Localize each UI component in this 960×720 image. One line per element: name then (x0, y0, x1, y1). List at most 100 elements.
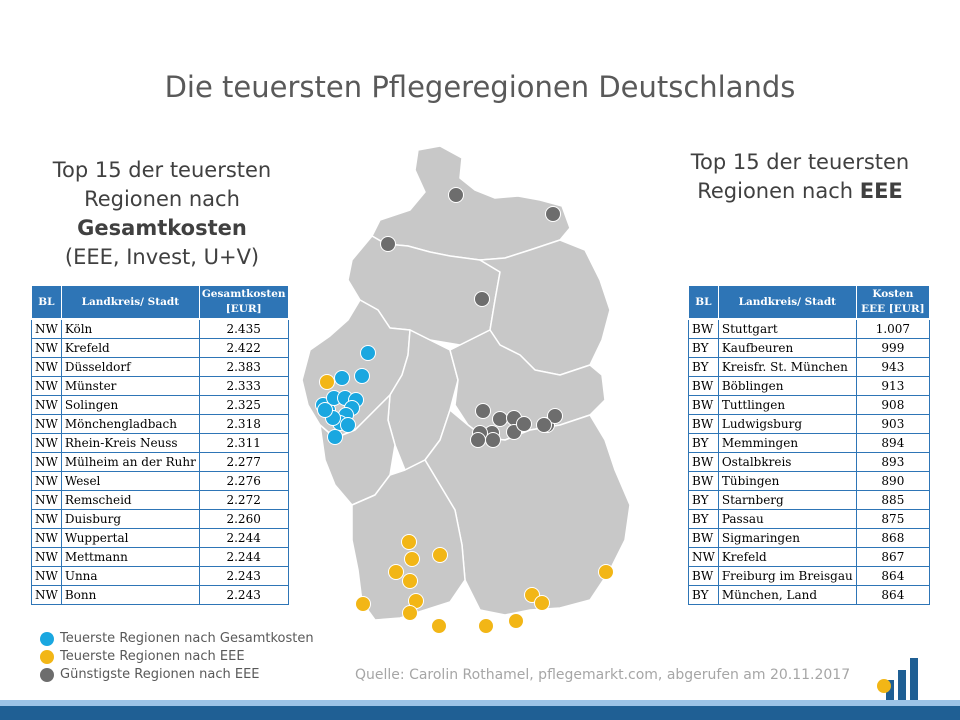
cell-region: Böblingen (717, 376, 857, 396)
table-row: BY Memmingen 894 (688, 433, 931, 453)
table-row: NW Bonn 2.243 (31, 585, 289, 605)
cell-cost: 2.383 (198, 357, 289, 377)
cell-bl: BW (688, 566, 719, 586)
left-table: BL Landkreis/ Stadt Gesamtkosten [EUR] N… (31, 285, 289, 605)
table-row: NW Solingen 2.325 (31, 395, 289, 415)
left-heading-line4: (EEE, Invest, U+V) (64, 245, 260, 269)
germany-map (301, 145, 631, 634)
cell-region: Mönchengladbach (60, 414, 200, 434)
cell-region: Stuttgart (717, 318, 857, 339)
map-markers (315, 187, 614, 634)
cell-region: Memmingen (717, 433, 857, 453)
marker-eee-top (319, 374, 335, 390)
cell-region: Mülheim an der Ruhr (60, 452, 200, 472)
table-row: NW Duisburg 2.260 (31, 509, 289, 529)
left-heading: Top 15 der teuersten Regionen nach Gesam… (22, 156, 302, 272)
legend-item-eee: Teuerste Regionen nach EEE (40, 648, 314, 665)
table-row: NW Remscheid 2.272 (31, 490, 289, 510)
marker-eee-cheap (516, 416, 532, 432)
marker-total-cost (317, 402, 333, 418)
state-north (371, 145, 571, 261)
legend-label-eee: Teuerste Regionen nach EEE (60, 649, 245, 664)
table-row: BW Sigmaringen 868 (688, 528, 931, 548)
marker-eee-top (598, 564, 614, 580)
left-table-body: NW Köln 2.435 NW Krefeld 2.422 NW Düsseldorf 2.3… (31, 318, 289, 605)
cell-region: Unna (60, 566, 200, 586)
cell-bl: BW (688, 395, 719, 415)
cell-region: Wesel (60, 471, 200, 491)
legend: Teuerste Regionen nach Gesamtkosten Teue… (40, 630, 314, 684)
marker-total-cost (327, 429, 343, 445)
cell-region: Solingen (60, 395, 200, 415)
cell-cost: 2.325 (198, 395, 289, 415)
cell-cost: 2.435 (198, 318, 289, 339)
table-row: BY Kreisfr. St. München 943 (688, 357, 931, 377)
cell-region: Tübingen (717, 471, 857, 491)
cell-region: Kreisfr. St. München (717, 357, 857, 377)
cell-region: Remscheid (60, 490, 200, 510)
cell-region: Düsseldorf (60, 357, 200, 377)
marker-eee-top (355, 596, 371, 612)
cell-cost: 1.007 (855, 318, 931, 339)
cell-region: Ludwigsburg (717, 414, 857, 434)
table-row: NW Mülheim an der Ruhr 2.277 (31, 452, 289, 472)
cell-cost: 2.318 (198, 414, 289, 434)
cell-cost: 908 (855, 395, 931, 415)
cell-bl: NW (31, 547, 62, 567)
cell-bl: NW (31, 490, 62, 510)
cell-cost: 894 (855, 433, 931, 453)
right-table: BL Landkreis/ Stadt Kosten EEE [EUR] BW S… (688, 285, 931, 605)
cell-bl: BW (688, 414, 719, 434)
cell-region: Duisburg (60, 509, 200, 529)
cell-region: Tuttlingen (717, 395, 857, 415)
cell-cost: 2.277 (198, 452, 289, 472)
table-row: BW Freiburg im Breisgau 864 (688, 566, 931, 586)
marker-eee-cheap (475, 403, 491, 419)
left-heading-line1: Top 15 der teuersten (52, 158, 272, 182)
legend-item-total: Teuerste Regionen nach Gesamtkosten (40, 630, 314, 647)
right-col-bl: BL (688, 285, 719, 320)
marker-total-cost (360, 345, 376, 361)
cell-bl: NW (31, 528, 62, 548)
cell-bl: NW (31, 338, 62, 358)
cell-region: Starnberg (717, 490, 857, 510)
cell-cost: 875 (855, 509, 931, 529)
cell-cost: 890 (855, 471, 931, 491)
cell-cost: 864 (855, 566, 931, 586)
marker-eee-top (432, 547, 448, 563)
cell-cost: 2.311 (198, 433, 289, 453)
cell-region: Wuppertal (60, 528, 200, 548)
table-row: BW Ludwigsburg 903 (688, 414, 931, 434)
cell-cost: 868 (855, 528, 931, 548)
cell-cost: 2.243 (198, 566, 289, 586)
right-heading-prefix: Regionen nach (697, 179, 860, 203)
cell-bl: NW (31, 395, 62, 415)
right-table-header: BL Landkreis/ Stadt Kosten EEE [EUR] (688, 285, 931, 320)
marker-eee-top (402, 573, 418, 589)
marker-eee-cheap (545, 206, 561, 222)
legend-label-total: Teuerste Regionen nach Gesamtkosten (60, 631, 314, 646)
cell-cost: 2.422 (198, 338, 289, 358)
left-table-header: BL Landkreis/ Stadt Gesamtkosten [EUR] (31, 285, 289, 320)
cell-cost: 2.276 (198, 471, 289, 491)
cell-bl: BY (688, 509, 719, 529)
cell-cost: 2.260 (198, 509, 289, 529)
table-row: NW Wuppertal 2.244 (31, 528, 289, 548)
cell-bl: NW (31, 357, 62, 377)
marker-eee-top (402, 605, 418, 621)
cell-bl: NW (31, 585, 62, 605)
legend-item-cheap: Günstigste Regionen nach EEE (40, 666, 314, 683)
legend-dot-yellow (40, 649, 54, 664)
cell-bl: NW (31, 566, 62, 586)
cell-bl: BY (688, 357, 719, 377)
cell-region: Kaufbeuren (717, 338, 857, 358)
cell-bl: NW (31, 318, 62, 339)
left-col-region: Landkreis/ Stadt (60, 285, 200, 320)
right-heading-bold: EEE (859, 179, 903, 203)
cell-cost: 867 (855, 547, 931, 567)
left-heading-line2: Regionen nach (84, 187, 240, 211)
table-row: BY Passau 875 (688, 509, 931, 529)
cell-bl: NW (31, 376, 62, 396)
table-row: NW Rhein-Kreis Neuss 2.311 (31, 433, 289, 453)
marker-eee-top (404, 551, 420, 567)
